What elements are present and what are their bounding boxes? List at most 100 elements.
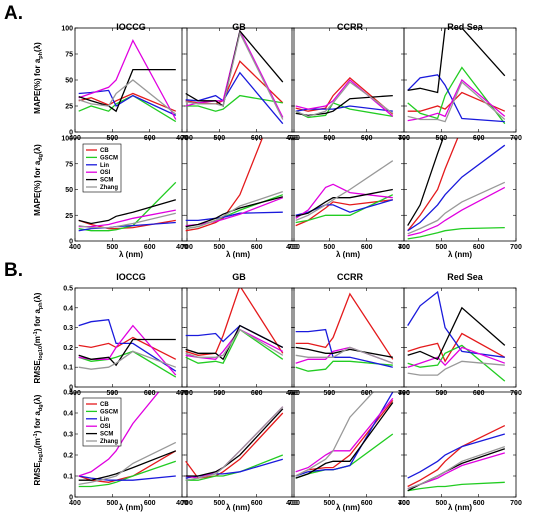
- series-line-zhang: [185, 31, 284, 120]
- x-axis-label: λ (nm): [336, 250, 360, 259]
- y-tick-label: 75: [65, 52, 73, 59]
- col-title-redsea-b: Red Sea: [447, 272, 484, 282]
- x-tick-label: 700: [181, 244, 193, 251]
- series-line-osi: [78, 209, 176, 228]
- ylabel-b-aph-main: (m: [33, 336, 42, 346]
- ylabel-b-adg: RMSElog10(m-1) for adg(λ): [33, 394, 44, 485]
- y-tick-label: 0.4: [63, 305, 73, 312]
- series-line-scm: [78, 338, 176, 367]
- series-line-zhang: [78, 441, 177, 486]
- series-line-zhang: [295, 160, 394, 222]
- legend-label-gscm: GSCM: [100, 409, 118, 415]
- series-line-gscm: [295, 360, 393, 372]
- series-group: [407, 138, 506, 240]
- x-tick-label: 500: [323, 244, 335, 251]
- legend-label-lin: Lin: [100, 417, 109, 423]
- series-line-cb: [185, 412, 284, 479]
- subplot-B-adg-2: 400 500 600 700 λ (nm): [286, 391, 410, 512]
- y-tick-label: 0.5: [63, 286, 73, 293]
- y-tick-label: 0.3: [63, 432, 73, 439]
- series-line-lin: [78, 318, 177, 372]
- axes-box: [74, 391, 188, 498]
- axes-box: [74, 287, 188, 388]
- x-tick-label: 700: [510, 500, 522, 507]
- col-title-ioccg-b: IOCCG: [116, 272, 146, 282]
- ylabel-b-adg-sub: dg: [38, 404, 44, 411]
- subplot-B-aph-2: 400 500 600 700: [286, 287, 410, 397]
- y-tick-label: 0.5: [63, 390, 73, 397]
- axes-box: [181, 137, 295, 242]
- series-line-gscm: [407, 344, 506, 382]
- series-line-osi: [407, 186, 506, 237]
- series-line-zhang: [407, 445, 506, 490]
- series-line-zhang: [295, 392, 375, 477]
- ylabel-b-adg-pre: RMSE: [33, 462, 42, 486]
- series-line-lin: [407, 74, 505, 123]
- y-tick-label: 100: [61, 26, 73, 33]
- legend-label-scm: SCM: [100, 432, 113, 438]
- series-group: [185, 138, 284, 232]
- series-group: [295, 160, 394, 227]
- ylabel-a-adg: MAPE(%) for adg(λ): [33, 144, 44, 216]
- legend-label-osi: OSI: [100, 424, 111, 430]
- x-axis-label: λ (nm): [226, 503, 250, 512]
- series-line-zhang: [185, 328, 284, 358]
- x-tick-label: 500: [435, 244, 447, 251]
- series-line-zhang: [185, 406, 284, 481]
- legend-label-cb: CB: [100, 402, 109, 408]
- ylabel-b-aph-mid: ) for a: [33, 309, 42, 332]
- x-tick-label: 400: [69, 500, 81, 507]
- subplot-B-adg-3: 400 500 600 700 λ (nm): [398, 391, 522, 512]
- subplot-B-aph-1: 400 500 600 700: [176, 287, 300, 397]
- axes-box: [181, 391, 295, 498]
- series-line-lin: [295, 328, 393, 368]
- x-tick-label: 500: [106, 244, 118, 251]
- series-line-gscm: [78, 181, 177, 232]
- legend-label-cb: CB: [100, 148, 109, 154]
- x-tick-label: 700: [181, 500, 193, 507]
- ylabel-b-adg-presub: log10: [38, 448, 44, 462]
- y-tick-label: 25: [65, 104, 73, 111]
- y-tick-label: 0.2: [63, 345, 73, 352]
- ylabel-b-adg-mid: ) for a: [33, 411, 42, 434]
- series-line-gscm: [295, 194, 394, 224]
- series-line-scm: [295, 402, 394, 479]
- series-group: [185, 29, 284, 125]
- ylabel-a-adg-tail: (λ): [33, 144, 42, 154]
- series-line-gscm: [407, 481, 505, 492]
- x-tick-label: 700: [510, 244, 522, 251]
- series-group: [295, 392, 394, 479]
- ylabel-b-aph: RMSElog10(m-1) for aph(λ): [33, 292, 44, 383]
- series-group: [78, 181, 177, 232]
- x-tick-label: 600: [473, 244, 485, 251]
- series-line-zhang: [295, 346, 394, 364]
- x-tick-label: 400: [286, 500, 298, 507]
- x-axis-label: λ (nm): [119, 503, 143, 512]
- legend-box: [82, 143, 122, 193]
- series-line-gscm: [407, 66, 506, 125]
- series-line-scm: [295, 94, 393, 117]
- ylabel-a-adg-main: MAPE(%) for a: [33, 160, 42, 216]
- x-axis-label: λ (nm): [448, 250, 472, 259]
- series-group: [78, 39, 177, 123]
- x-tick-label: 700: [288, 500, 300, 507]
- series-group: [407, 425, 506, 492]
- series-line-cb: [185, 60, 284, 105]
- series-line-osi: [295, 79, 394, 117]
- x-tick-label: 400: [286, 244, 298, 251]
- ylabel-b-aph-pre: RMSE: [33, 360, 42, 384]
- x-tick-label: 500: [213, 500, 225, 507]
- series-line-gscm: [185, 454, 284, 481]
- x-tick-label: 500: [106, 500, 118, 507]
- series-group: [78, 392, 177, 488]
- series-line-scm: [185, 29, 284, 108]
- series-group: [407, 290, 506, 382]
- series-line-lin: [407, 144, 506, 232]
- series-line-osi: [295, 183, 393, 219]
- y-tick-label: 25: [65, 213, 73, 220]
- legend-label-scm: SCM: [100, 178, 113, 184]
- series-line-scm: [295, 188, 393, 217]
